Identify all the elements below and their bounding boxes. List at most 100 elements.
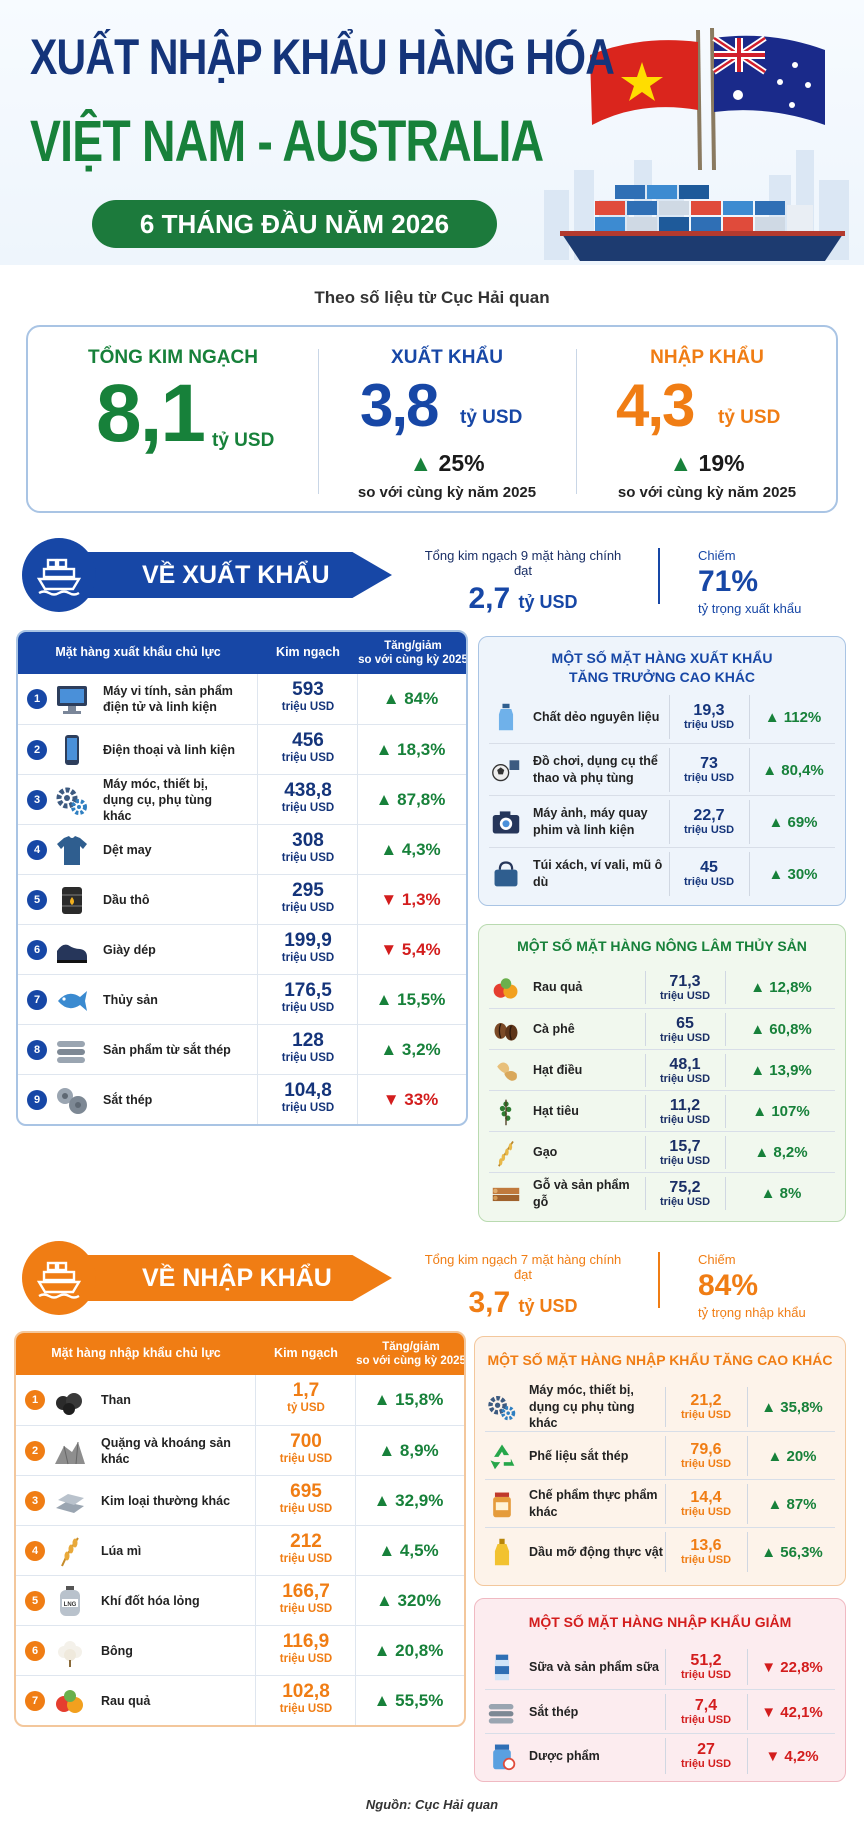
- item-name: Máy móc, thiết bị, dụng cụ, phụ tùng khá…: [103, 776, 212, 824]
- row-number: 1: [27, 689, 47, 709]
- export-change: ▲ 25%: [409, 450, 485, 476]
- table-row: 1 Máy vi tính, sản phẩm điện tử và linh k…: [18, 674, 466, 724]
- up-arrow-icon: ▲: [767, 1447, 783, 1465]
- row-number: 6: [27, 940, 47, 960]
- import-change: ▲ 19%: [669, 450, 745, 476]
- list-item: Túi xách, ví vali, mũ ô dù 45 triệu USD ▲ 3…: [489, 847, 835, 899]
- import-main-stat: Tổng kim ngạch 7 mặt hàng chính đạt 3,7 …: [418, 1252, 628, 1320]
- row-number: 5: [25, 1591, 45, 1611]
- item-value: 166,7 triệu USD: [279, 1581, 333, 1616]
- item-value: 102,8 triệu USD: [279, 1681, 333, 1716]
- header: XUẤT NHẬP KHẨU HÀNG HÓA VIỆT NAM - AUSTR…: [0, 0, 864, 265]
- item-name: Điện thoại và linh kiện: [103, 742, 235, 757]
- summary-total: TỔNG KIM NGẠCH 8,1 tỷ USD: [28, 327, 318, 515]
- agri-box: MỘT SỐ MẶT HÀNG NÔNG LÂM THỦY SẢN Rau qu…: [478, 924, 846, 1222]
- import-col-item: Mặt hàng nhập khẩu chủ lực: [51, 1346, 221, 1361]
- item-value: 593 triệu USD: [281, 679, 335, 714]
- svg-text:LNG: LNG: [64, 1602, 77, 1608]
- item-value: 199,9 triệu USD: [281, 930, 335, 965]
- item-change: ▲ 15,5%: [375, 990, 446, 1009]
- list-item: Sắt thép 7,4 triệu USD ▼ 42,1%: [485, 1689, 835, 1733]
- up-arrow-icon: ▲: [375, 990, 393, 1009]
- row-number: 4: [27, 840, 47, 860]
- item-name: Dầu mỡ động thực vật: [529, 1544, 663, 1559]
- item-name: Rau quả: [101, 1693, 151, 1708]
- up-arrow-icon: ▲: [373, 1641, 391, 1660]
- item-name: Dệt may: [103, 842, 152, 857]
- item-change: ▲ 15,8%: [373, 1390, 444, 1409]
- item-change: ▼ 5,4%: [380, 940, 441, 959]
- table-row: 7 Thủy sản 176,5 triệu USD ▲ 15,5%: [18, 974, 466, 1024]
- import-main-value: 3,7 tỷ USD: [468, 1286, 578, 1319]
- item-change: ▲ 8,2%: [754, 1144, 808, 1161]
- export-share-note: tỷ trọng xuất khẩu: [698, 601, 802, 616]
- up-arrow-icon: ▲: [375, 1591, 393, 1610]
- item-change: ▲ 13,9%: [750, 1062, 812, 1079]
- table-row: 9 Sắt thép 104,8 triệu USD ▼ 33%: [18, 1074, 466, 1124]
- up-arrow-icon: ▲: [378, 1441, 396, 1460]
- table-row: 8 Sản phẩm từ sắt thép 128 triệu USD ▲ 3,2%: [18, 1024, 466, 1074]
- fruits-icon: [489, 973, 523, 1003]
- subtitle: Theo số liệu từ Cục Hải quan: [314, 288, 550, 307]
- item-value: 308 triệu USD: [281, 830, 335, 865]
- milk-icon: [485, 1652, 519, 1682]
- wheat-icon: [52, 1534, 88, 1568]
- item-name: Bông: [101, 1643, 133, 1658]
- title-line-1: XUẤT NHẬP KHẨU HÀNG HÓA: [30, 29, 615, 85]
- row-number: 1: [25, 1390, 45, 1410]
- coffee-beans-icon: [489, 1015, 523, 1045]
- row-number: 6: [25, 1641, 45, 1661]
- up-arrow-icon: ▲: [373, 1691, 391, 1710]
- up-arrow-icon: ▲: [754, 1144, 770, 1161]
- item-change: ▲ 107%: [752, 1103, 810, 1120]
- export-share-label: Chiếm: [698, 548, 736, 563]
- item-change: ▼ 4,2%: [765, 1747, 819, 1765]
- up-arrow-icon: ▲: [764, 708, 780, 726]
- up-arrow-icon: ▲: [752, 1103, 768, 1120]
- title-line-2: VIỆT NAM - AUSTRALIA: [30, 109, 544, 174]
- item-value: 45 triệu USD: [683, 859, 735, 888]
- item-name: Túi xách, ví vali, mũ ô dù: [533, 858, 663, 889]
- up-arrow-icon: ▲: [373, 1491, 391, 1510]
- fruits-icon: [52, 1684, 88, 1718]
- export-main-table: Mặt hàng xuất khẩu chủ lực Kim ngạch Tăn…: [16, 630, 468, 1126]
- item-name: Máy móc, thiết bị, dụng cụ phụ tùng khác: [529, 1382, 635, 1431]
- item-name: Khí đốt hóa lỏng: [101, 1593, 200, 1608]
- item-name: Rau quả: [533, 980, 583, 995]
- list-item: Phế liệu sắt thép 79,6 triệu USD ▲ 20%: [485, 1431, 835, 1479]
- list-item: Chất dẻo nguyên liệu 19,3 triệu USD ▲ 112%: [489, 691, 835, 743]
- item-value: 65 triệu USD: [659, 1014, 711, 1044]
- plastic-bottle-icon: [489, 702, 523, 732]
- import-decline-title: MỘT SỐ MẶT HÀNG NHẬP KHẨU GIẢM: [528, 1614, 792, 1630]
- export-other-growth-box: MỘT SỐ MẶT HÀNG XUẤT KHẨU TĂNG TRƯỞNG CA…: [478, 636, 846, 906]
- import-unit: tỷ USD: [718, 407, 781, 428]
- ship-icon: [22, 538, 96, 612]
- item-value: 19,3 triệu USD: [683, 702, 735, 731]
- up-arrow-icon: ▲: [767, 1495, 783, 1513]
- list-item: Cà phê 65 triệu USD ▲ 60,8%: [489, 1008, 835, 1049]
- fish-icon: [54, 983, 90, 1017]
- item-name: Chất dẻo nguyên liệu: [533, 709, 660, 724]
- oil-bottle-icon: [485, 1537, 519, 1567]
- summary-box: TỔNG KIM NGẠCH 8,1 tỷ USD XUẤT KHẨU 3,8 …: [26, 325, 838, 513]
- item-change: ▲ 8,9%: [378, 1441, 439, 1460]
- item-name: Gạo: [533, 1145, 558, 1160]
- ship-icon: [22, 1241, 96, 1315]
- medicine-icon: [485, 1741, 519, 1771]
- shirt-icon: [54, 833, 90, 867]
- table-row: 6 Giày dép 199,9 triệu USD ▼ 5,4%: [18, 924, 466, 974]
- rice-icon: [489, 1138, 523, 1168]
- item-change: ▲ 84%: [382, 689, 439, 708]
- item-change: ▲ 12,8%: [750, 979, 812, 996]
- item-change: ▲ 56,3%: [761, 1543, 823, 1561]
- list-item: Rau quả 71,3 triệu USD ▲ 12,8%: [489, 967, 835, 1008]
- item-name: Cà phê: [533, 1022, 575, 1037]
- summary-export: XUẤT KHẨU 3,8 tỷ USD ▲ 25% so với cùng k…: [318, 327, 576, 515]
- item-name: Sữa và sản phẩm sữa: [529, 1659, 659, 1674]
- item-change: ▲ 20%: [767, 1447, 817, 1465]
- item-name: Sản phẩm từ sắt thép: [103, 1042, 231, 1057]
- list-item: Gạo 15,7 triệu USD ▲ 8,2%: [489, 1131, 835, 1172]
- item-name: Dược phẩm: [529, 1748, 600, 1763]
- oil-barrel-icon: [54, 883, 90, 917]
